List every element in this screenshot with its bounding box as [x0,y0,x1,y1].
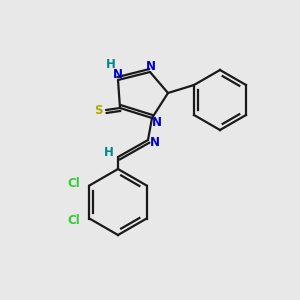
Text: Cl: Cl [67,214,80,227]
Text: N: N [150,136,160,149]
Text: Cl: Cl [67,177,80,190]
Text: H: H [104,146,114,160]
Text: N: N [152,116,162,128]
Text: H: H [106,58,116,70]
Text: N: N [146,59,156,73]
Text: S: S [94,103,102,116]
Text: N: N [113,68,123,82]
